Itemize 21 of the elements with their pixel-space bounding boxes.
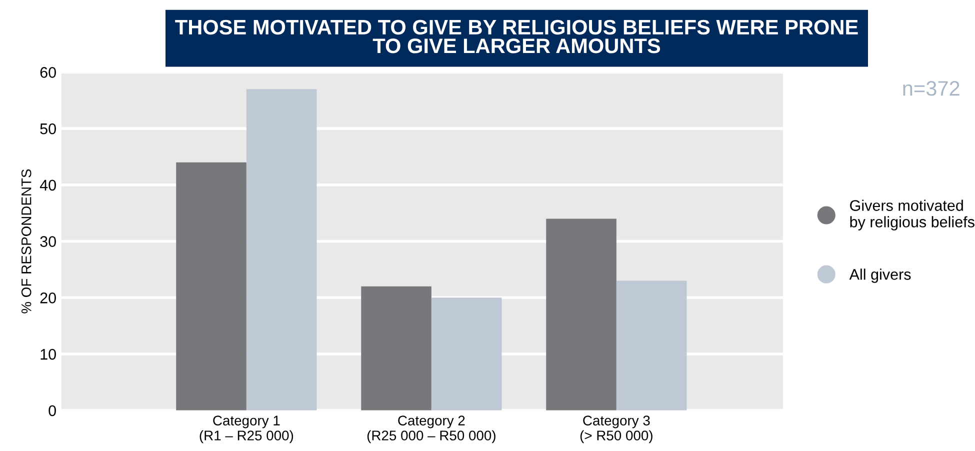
bar	[616, 280, 687, 410]
y-axis-title: % OF RESPONDENTS	[21, 169, 32, 314]
legend-label: All givers	[849, 268, 911, 283]
x-tick-label: Category 1 (R1 – R25 000)	[200, 416, 294, 444]
x-tick-label: Category 2 (R25 000 – R50 000)	[367, 416, 496, 444]
y-tick-label: 0	[48, 405, 56, 416]
bar	[246, 89, 317, 410]
x-tick-label: Category 3 (> R50 000)	[580, 416, 652, 444]
y-tick-label: 60	[40, 67, 56, 78]
bar	[361, 286, 432, 410]
y-tick-label: 10	[40, 348, 56, 360]
y-tick-label: 30	[40, 236, 56, 247]
bar	[176, 162, 246, 410]
bar	[431, 298, 502, 410]
bar	[546, 218, 616, 410]
y-tick-label: 50	[40, 123, 56, 134]
text: n=372	[903, 81, 960, 96]
legend-label: Givers motivated by religious beliefs	[850, 200, 974, 230]
y-tick-label: 40	[40, 180, 56, 191]
y-tick-label: 20	[40, 292, 56, 304]
chart-title: THOSE MOTIVATED TO GIVE BY RELIGIOUS BELIEFS WERE PRONE TO GIVE LARGER AMOUNTS	[175, 20, 858, 54]
